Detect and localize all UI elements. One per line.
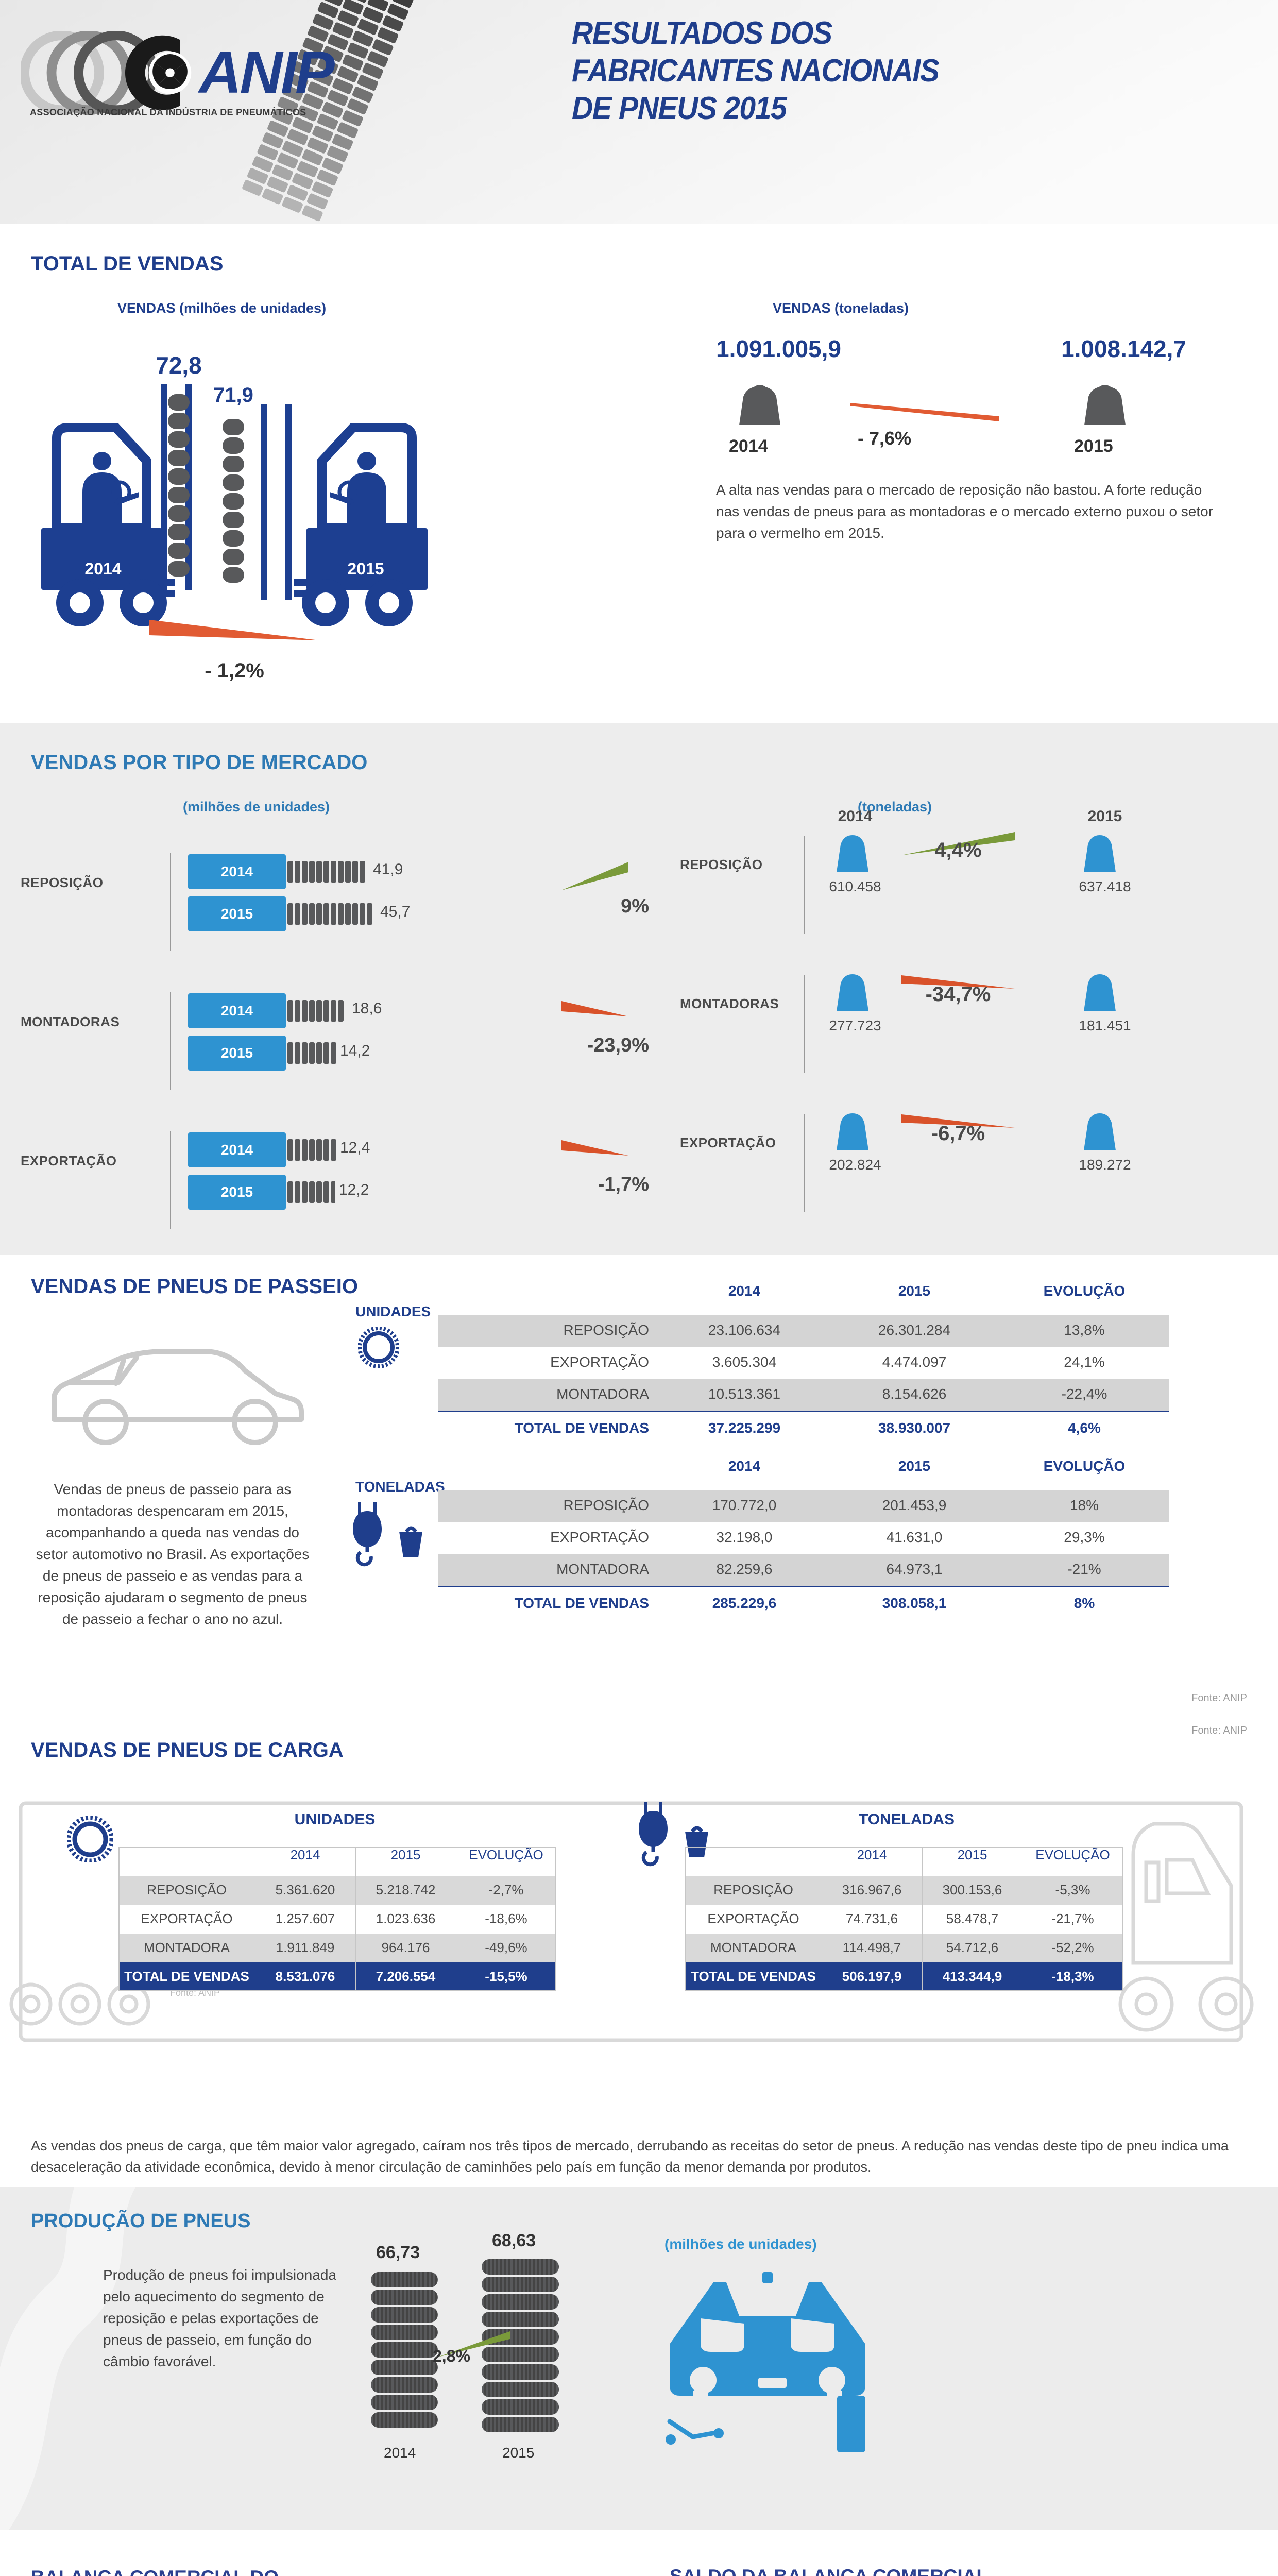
svg-text:2015: 2015 [347, 560, 384, 578]
svg-text:- 1,2%: - 1,2% [205, 659, 264, 682]
svg-text:72,8: 72,8 [156, 352, 202, 379]
svg-text:ANIP: ANIP [197, 40, 335, 106]
svg-text:2014: 2014 [84, 560, 121, 578]
svg-text:71,9: 71,9 [213, 384, 253, 406]
